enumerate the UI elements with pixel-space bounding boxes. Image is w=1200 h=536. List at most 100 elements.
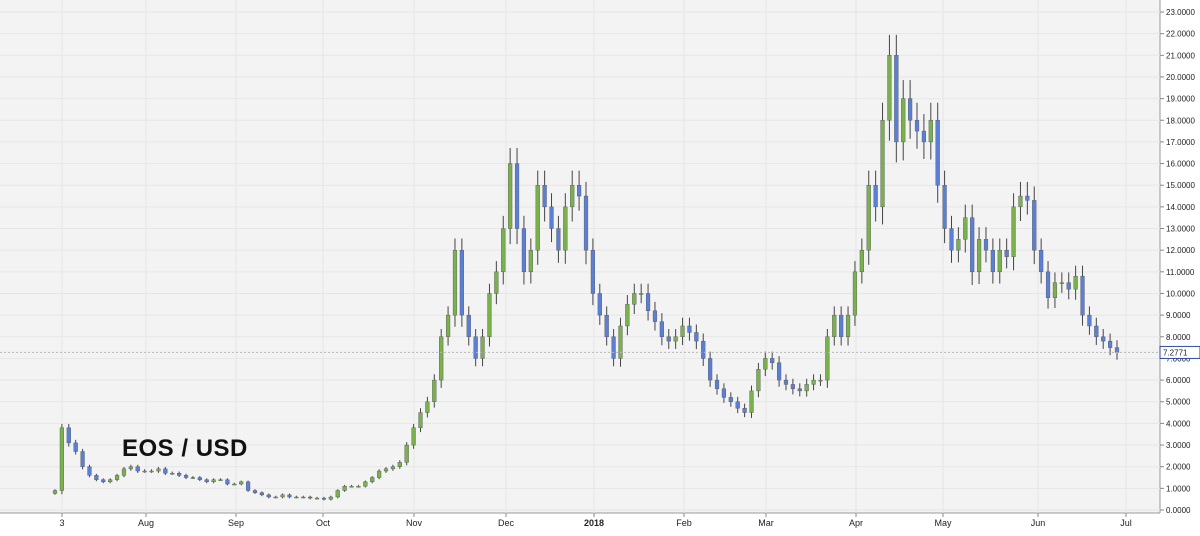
candle-body — [108, 479, 113, 483]
candle-body — [177, 472, 182, 476]
x-tick-label: Nov — [406, 518, 423, 528]
chart-title: EOS / USD — [122, 435, 248, 462]
candle-body — [632, 293, 637, 305]
candle-body — [225, 479, 230, 485]
candle-body — [142, 470, 147, 473]
candle-body — [487, 293, 492, 337]
candle-body — [321, 497, 327, 500]
y-tick-label: 9.0000 — [1166, 311, 1191, 320]
candle-body — [445, 314, 451, 337]
candle-body — [852, 271, 858, 316]
candle-body — [259, 492, 264, 496]
candle-body — [418, 412, 423, 428]
candle-body — [301, 496, 306, 499]
y-tick-label: 8.0000 — [1166, 333, 1191, 342]
candle-body — [1025, 195, 1030, 201]
candle-body — [425, 401, 430, 413]
candle-body — [363, 481, 368, 487]
candle-body — [1018, 195, 1023, 208]
y-tick-label: 5.0000 — [1166, 398, 1191, 407]
candle-body — [687, 325, 692, 333]
candle-body — [473, 336, 478, 359]
candle-body — [459, 249, 464, 316]
candle-body — [528, 249, 533, 273]
candle-body — [1114, 347, 1120, 353]
y-tick-label: 12.0000 — [1166, 246, 1195, 255]
candle-body — [135, 466, 140, 472]
x-tick-label: Apr — [849, 518, 863, 528]
candle-body — [832, 314, 837, 337]
candle-body — [87, 466, 92, 476]
y-tick-label: 14.0000 — [1166, 203, 1195, 212]
candle-body — [370, 477, 375, 483]
x-tick-label: Sep — [228, 518, 244, 528]
candle-body — [645, 293, 651, 312]
candle-body — [66, 427, 71, 444]
candle-body — [563, 206, 568, 251]
x-tick-label: Mar — [758, 518, 774, 528]
candle-body — [204, 479, 209, 483]
candle-body — [694, 332, 699, 342]
y-tick-label: 4.0000 — [1166, 419, 1191, 428]
candle-body — [239, 481, 244, 485]
y-tick-label: 15.0000 — [1166, 181, 1195, 190]
y-tick-label: 1.0000 — [1166, 484, 1191, 493]
candle-body — [714, 379, 720, 389]
x-axis-background — [0, 513, 1160, 531]
candle-body — [266, 494, 271, 498]
candle-body — [1073, 275, 1078, 290]
y-tick-label: 22.0000 — [1166, 30, 1195, 39]
candle-body — [866, 185, 871, 251]
candle-body — [1094, 325, 1099, 337]
candle-body — [287, 494, 292, 498]
candle-body — [101, 479, 106, 483]
candle-body — [749, 390, 754, 413]
candle-body — [1080, 275, 1085, 316]
candle-body — [873, 185, 878, 208]
candle-body — [1052, 282, 1058, 299]
candle-body — [211, 479, 216, 483]
x-tick-label: Aug — [138, 518, 154, 528]
candle-body — [494, 271, 499, 294]
y-tick-label: 19.0000 — [1166, 95, 1195, 104]
candle-body — [218, 479, 223, 481]
x-tick-label: 2018 — [584, 518, 604, 528]
candle-body — [549, 206, 554, 229]
candle-body — [825, 336, 830, 381]
candle-body — [818, 379, 823, 382]
candle-body — [183, 475, 189, 478]
candle-body — [156, 468, 161, 472]
candle-body — [163, 468, 168, 474]
candle-body — [390, 466, 396, 470]
candle-body — [604, 314, 609, 337]
candle-body — [570, 185, 575, 208]
candle-body — [1011, 206, 1016, 257]
candle-body — [252, 490, 258, 493]
candle-body — [480, 336, 485, 359]
candle-body — [859, 249, 864, 273]
candle-body — [1045, 271, 1051, 299]
candle-body — [73, 442, 78, 452]
candle-body — [790, 384, 795, 389]
y-axis-background — [1160, 0, 1200, 531]
y-tick-label: 13.0000 — [1166, 225, 1195, 234]
candle-body — [935, 120, 940, 186]
y-tick-label: 23.0000 — [1166, 8, 1195, 17]
candle-body — [377, 470, 382, 478]
candle-body — [80, 451, 85, 467]
candle-body — [397, 462, 402, 467]
candle-body — [983, 239, 989, 251]
candle-body — [280, 494, 285, 498]
candle-body — [1101, 336, 1106, 342]
candle-body — [756, 369, 761, 392]
candle-body — [232, 483, 237, 486]
x-axis: 3 Aug Sep Oct Nov Dec 2018 Feb Mar Apr May Jun Jul — [59, 513, 1132, 528]
candle-body — [308, 496, 313, 499]
candle-body — [356, 485, 361, 488]
last-price-badge — [1159, 345, 1200, 359]
candle-body — [577, 185, 582, 197]
candle-body — [887, 55, 892, 121]
y-tick-label: 17.0000 — [1166, 138, 1195, 147]
